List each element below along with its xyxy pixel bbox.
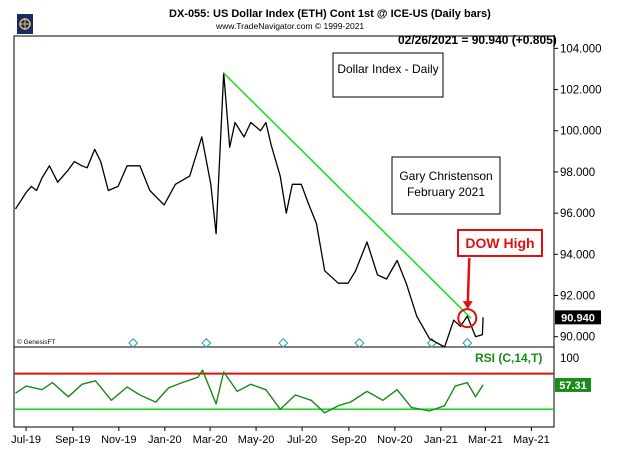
- x-tick-label: Jul-20: [287, 434, 317, 446]
- price-last-flag: 90.940: [555, 310, 601, 325]
- rsi-last-flag: 57.31: [555, 377, 591, 392]
- title-annotation-text: Dollar Index - Daily: [337, 62, 438, 76]
- author-annotation-line1: Gary Christenson: [399, 169, 492, 183]
- x-tick-label: Mar-21: [468, 434, 503, 446]
- rsi-last-value: 57.31: [559, 380, 587, 392]
- downtrend-line: [223, 72, 472, 319]
- rsi-y-axis-ticks: 100: [560, 353, 579, 365]
- x-tick-label: May-21: [513, 434, 550, 446]
- title-annotation-box: [332, 52, 444, 98]
- y-axis-ticks: 90.000 92.000 94.000 96.000 98.000 100.000 102…: [554, 43, 602, 344]
- x-tick-label: Jul-19: [11, 434, 41, 446]
- dow-high-marker: [457, 257, 478, 329]
- rsi-y-tick-label: 100: [560, 353, 579, 365]
- author-annotation-line2: February 2021: [407, 185, 485, 199]
- event-diamond-icon: [462, 338, 473, 348]
- x-tick-label: Sep-19: [55, 434, 90, 446]
- vendor-credit: © GenesisFT: [17, 338, 55, 346]
- x-axis-ticks: Jul-19 Sep-19 Nov-19 Jan-20 Mar-20 May-20 Jul-…: [11, 427, 550, 446]
- y-tick-label: 96.000: [560, 208, 595, 220]
- trade-navigator-logo-icon: [17, 14, 33, 34]
- chart-subtitle: www.TradeNavigator.com © 1999-2021: [215, 21, 364, 31]
- event-diamond-icon: [278, 338, 289, 348]
- dow-high-arrow-icon: [462, 301, 473, 310]
- author-annotation-box: [391, 156, 501, 215]
- dow-high-arrow-shaft: [466, 257, 471, 305]
- y-tick-label: 100.000: [560, 126, 602, 138]
- event-diamond-icon: [128, 338, 139, 348]
- chart-title: DX-055: US Dollar Index (ETH) Cont 1st @…: [169, 8, 491, 20]
- x-tick-label: Mar-20: [193, 434, 228, 446]
- dow-high-box: [457, 229, 543, 257]
- x-tick-label: May-20: [238, 434, 275, 446]
- y-tick-label: 94.000: [560, 249, 595, 261]
- x-tick-label: Nov-19: [101, 434, 136, 446]
- y-tick-label: 98.000: [560, 167, 595, 179]
- rsi-label: RSI (C,14,T): [475, 351, 542, 365]
- price-last-value: 90.940: [561, 312, 595, 324]
- y-tick-label: 90.000: [560, 332, 595, 344]
- x-tick-label: Nov-20: [377, 434, 412, 446]
- rsi-reference-lines: [14, 372, 554, 411]
- x-tick-label: Jan-20: [148, 434, 182, 446]
- y-tick-label: 104.000: [560, 43, 602, 55]
- event-diamond-icon: [201, 338, 212, 348]
- rsi-plot-frame: [13, 346, 555, 428]
- x-tick-label: Sep-20: [331, 434, 366, 446]
- last-price-readout: 02/26/2021 = 90.940 (+0.805): [398, 33, 557, 47]
- event-diamond-icon: [354, 338, 365, 348]
- price-series-line: [14, 72, 484, 348]
- y-tick-label: 92.000: [560, 291, 595, 303]
- y-tick-label: 102.000: [560, 85, 602, 97]
- x-tick-label: Jan-21: [424, 434, 458, 446]
- rsi-series-line: [15, 369, 484, 414]
- dow-high-circle: [457, 308, 478, 329]
- event-markers: [128, 338, 473, 348]
- dow-high-label: DOW High: [465, 235, 534, 251]
